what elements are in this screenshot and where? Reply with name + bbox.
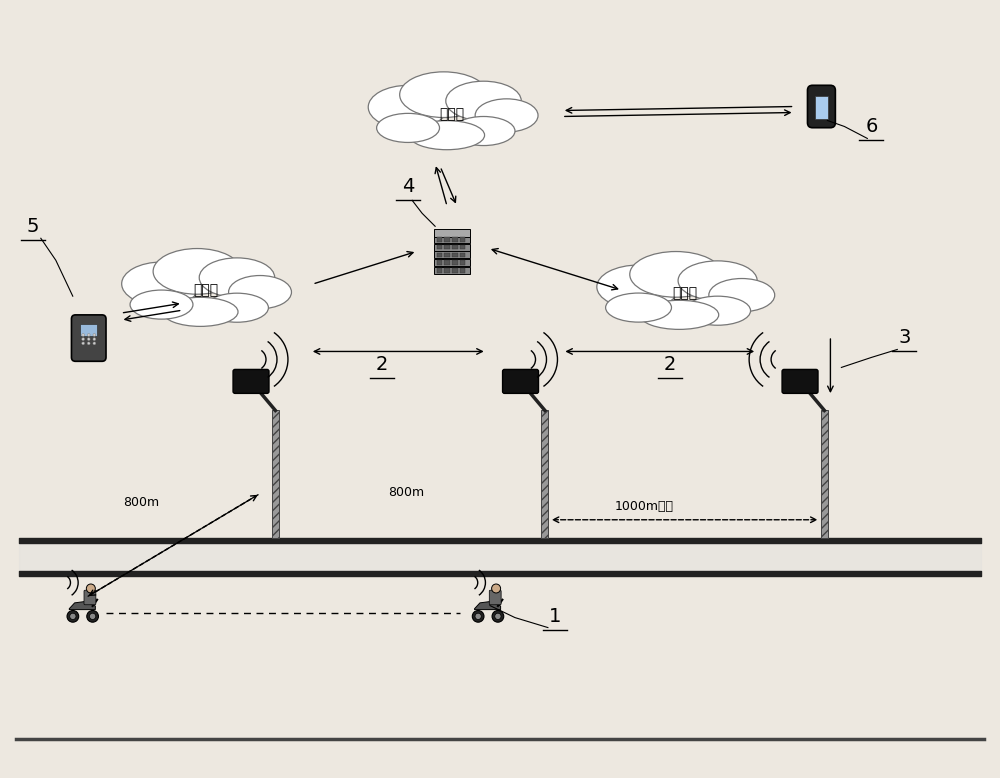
- Circle shape: [70, 613, 76, 619]
- Text: 800m: 800m: [123, 496, 159, 509]
- Ellipse shape: [206, 293, 268, 322]
- Circle shape: [87, 334, 90, 336]
- Ellipse shape: [597, 265, 680, 309]
- Circle shape: [87, 611, 98, 622]
- Bar: [437, 261, 442, 265]
- Ellipse shape: [606, 293, 671, 322]
- Ellipse shape: [229, 275, 291, 309]
- Ellipse shape: [640, 300, 719, 329]
- Circle shape: [86, 584, 95, 593]
- Text: 5: 5: [27, 217, 39, 237]
- Ellipse shape: [377, 114, 440, 142]
- Ellipse shape: [685, 296, 751, 325]
- Text: 3: 3: [898, 328, 910, 348]
- Text: 1000m以内: 1000m以内: [615, 499, 674, 513]
- Ellipse shape: [446, 81, 521, 121]
- Circle shape: [93, 338, 96, 341]
- Ellipse shape: [122, 262, 201, 306]
- FancyBboxPatch shape: [489, 591, 501, 605]
- Bar: [452, 261, 458, 265]
- Bar: [444, 245, 450, 250]
- Text: 互联网: 互联网: [193, 283, 218, 297]
- Circle shape: [87, 338, 90, 341]
- Ellipse shape: [153, 248, 241, 294]
- Circle shape: [82, 334, 85, 336]
- Polygon shape: [475, 601, 501, 610]
- Ellipse shape: [130, 290, 193, 319]
- FancyBboxPatch shape: [71, 315, 106, 361]
- Text: 互联网: 互联网: [672, 286, 697, 300]
- Bar: [460, 237, 465, 242]
- Bar: [437, 245, 442, 250]
- FancyBboxPatch shape: [84, 591, 96, 605]
- Circle shape: [82, 342, 85, 345]
- Circle shape: [89, 613, 96, 619]
- Circle shape: [93, 342, 96, 345]
- Text: 2: 2: [664, 356, 676, 374]
- Circle shape: [492, 611, 504, 622]
- Bar: [460, 245, 465, 250]
- Ellipse shape: [400, 72, 488, 117]
- Bar: [460, 253, 465, 258]
- Text: 4: 4: [402, 177, 414, 196]
- Bar: [80, 324, 97, 336]
- Polygon shape: [69, 601, 95, 610]
- Bar: [444, 253, 450, 258]
- Bar: [460, 261, 465, 265]
- Text: 互联网: 互联网: [440, 107, 465, 121]
- Ellipse shape: [163, 297, 238, 327]
- FancyBboxPatch shape: [782, 370, 818, 394]
- Bar: [437, 268, 442, 272]
- Ellipse shape: [709, 279, 775, 312]
- Bar: [444, 268, 450, 272]
- Bar: [434, 229, 470, 237]
- FancyBboxPatch shape: [233, 370, 269, 394]
- Bar: [452, 237, 458, 242]
- Circle shape: [472, 611, 484, 622]
- Bar: [452, 268, 458, 272]
- Circle shape: [67, 611, 79, 622]
- Ellipse shape: [368, 86, 448, 129]
- Bar: [452, 253, 458, 258]
- Ellipse shape: [452, 117, 515, 145]
- Bar: [434, 259, 470, 266]
- FancyBboxPatch shape: [503, 370, 539, 394]
- Bar: [434, 244, 470, 251]
- Text: 800m: 800m: [388, 485, 424, 499]
- Circle shape: [495, 613, 501, 619]
- Bar: [541, 411, 548, 538]
- Circle shape: [82, 338, 85, 341]
- Bar: [460, 268, 465, 272]
- Circle shape: [492, 584, 501, 593]
- Bar: [272, 411, 279, 538]
- Bar: [437, 237, 442, 242]
- Circle shape: [475, 613, 481, 619]
- Bar: [434, 236, 470, 243]
- FancyBboxPatch shape: [807, 86, 835, 128]
- Bar: [821, 411, 828, 538]
- Ellipse shape: [630, 251, 722, 297]
- Bar: [444, 237, 450, 242]
- Ellipse shape: [409, 121, 485, 149]
- Circle shape: [93, 334, 96, 336]
- Circle shape: [87, 342, 90, 345]
- Ellipse shape: [199, 258, 275, 297]
- Bar: [815, 96, 828, 119]
- Bar: [437, 253, 442, 258]
- Bar: [434, 251, 470, 258]
- Ellipse shape: [678, 261, 757, 300]
- Bar: [452, 245, 458, 250]
- Text: 1: 1: [549, 607, 561, 626]
- Bar: [444, 261, 450, 265]
- Text: 6: 6: [865, 117, 878, 136]
- Ellipse shape: [475, 99, 538, 132]
- Text: 2: 2: [376, 356, 388, 374]
- Bar: [434, 267, 470, 274]
